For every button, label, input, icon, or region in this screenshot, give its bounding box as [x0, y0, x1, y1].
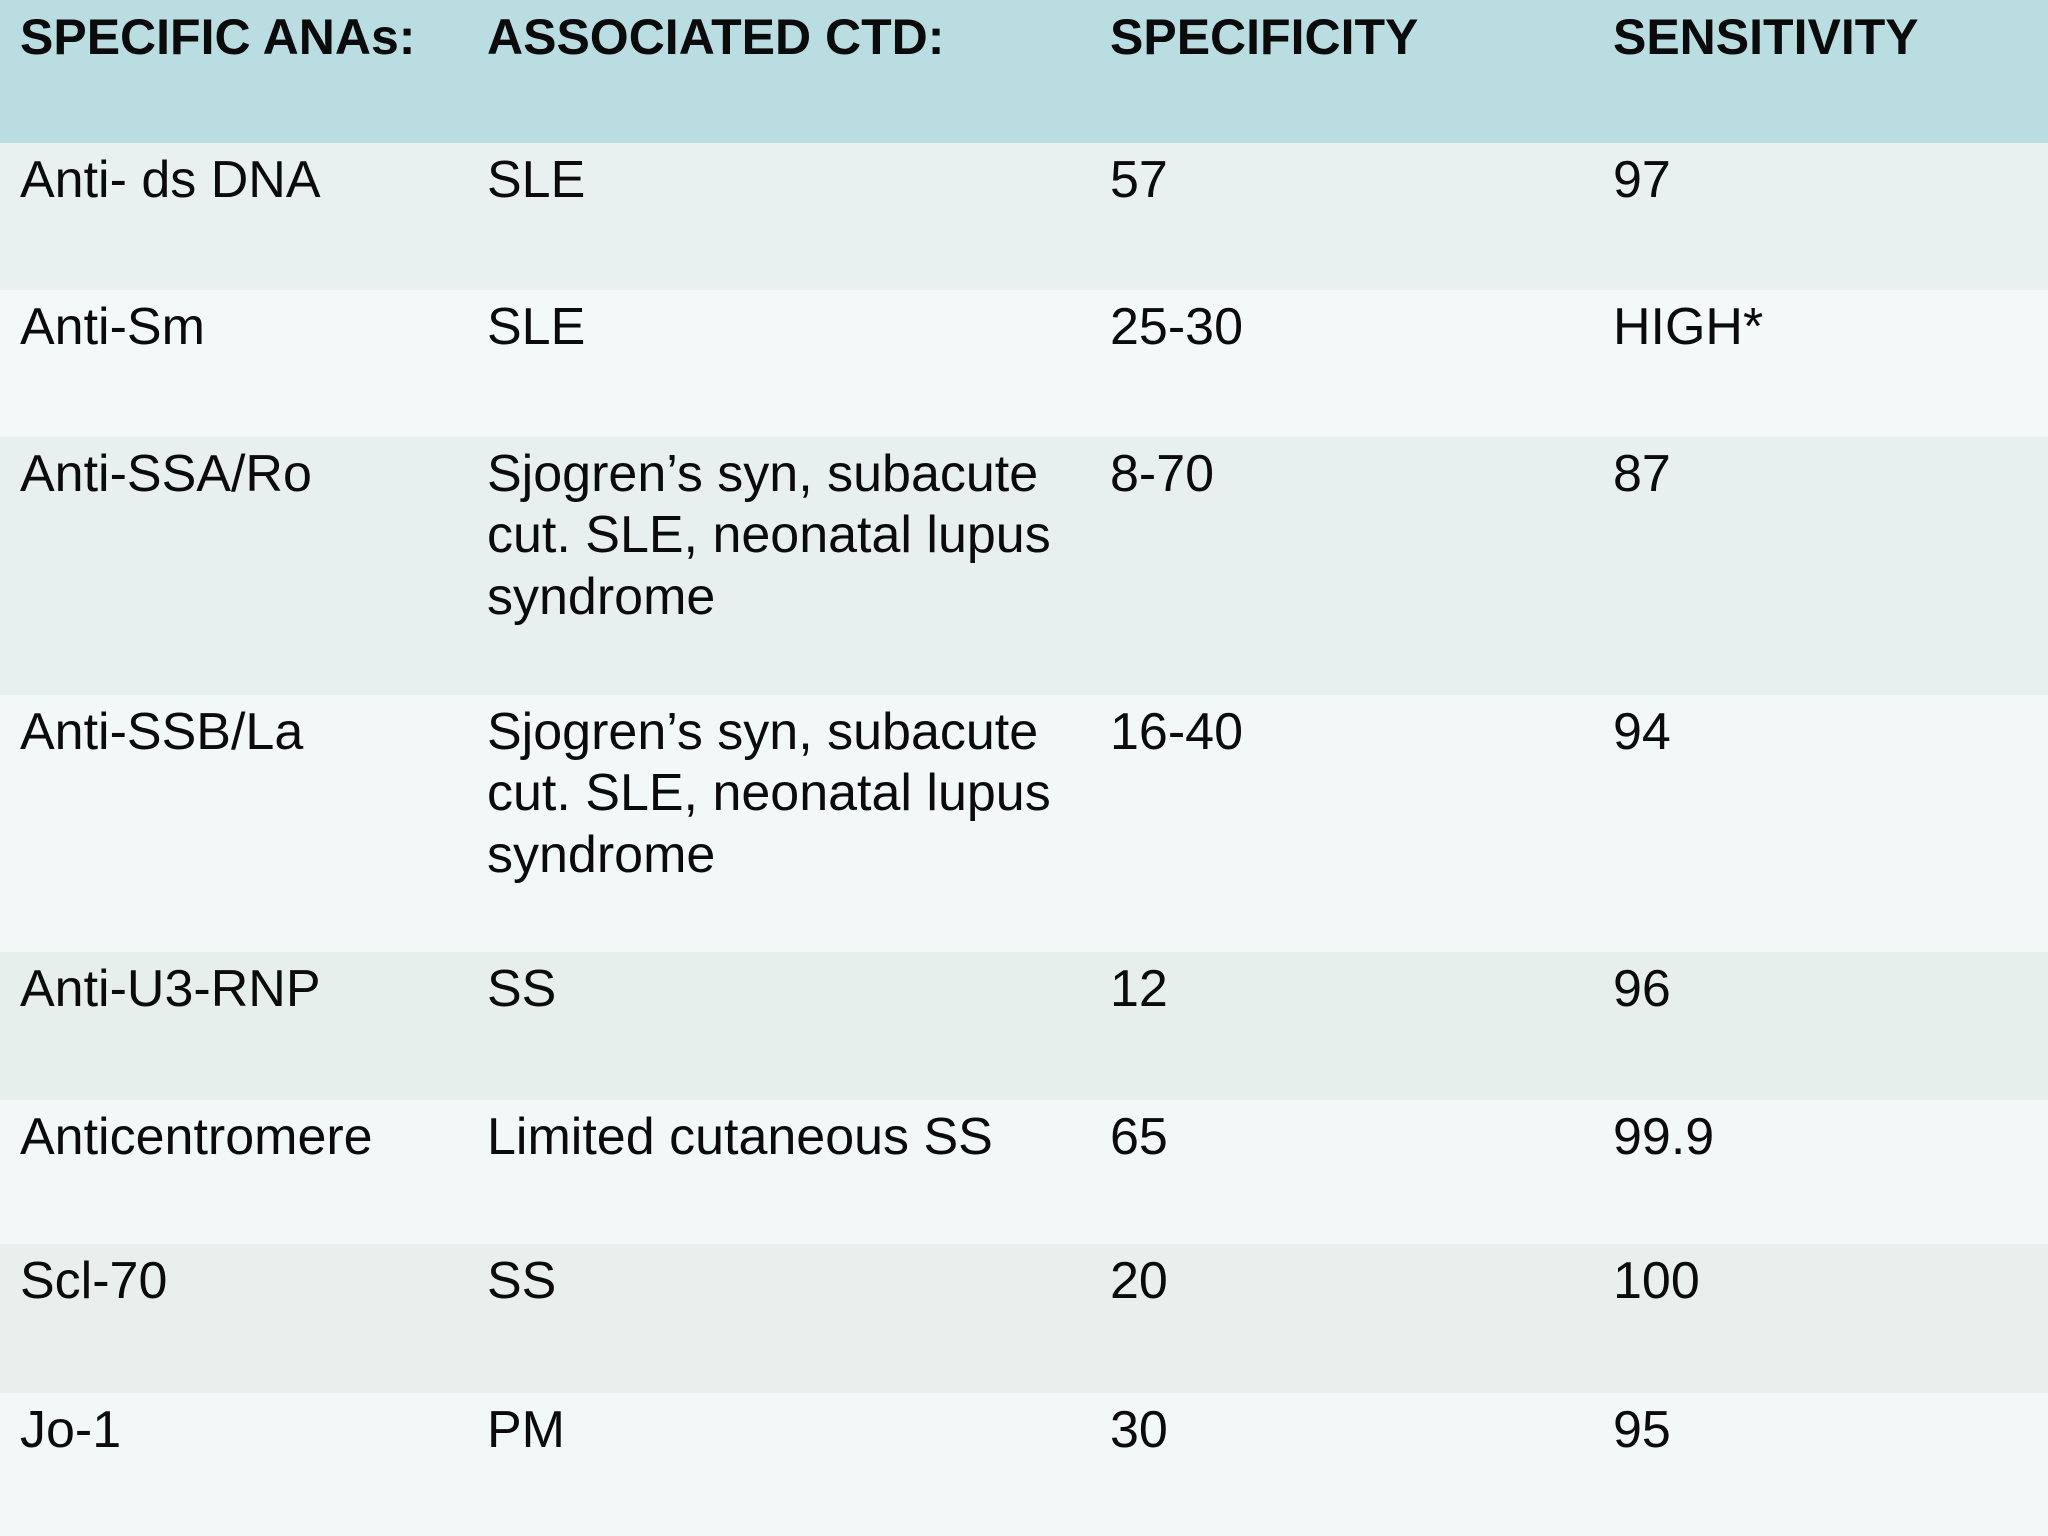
header-specific-anas: SPECIFIC ANAs:	[20, 9, 416, 65]
table-row-jo-1: Jo-1 PM 30 95	[0, 1393, 2048, 1536]
cell-ctd: SS	[487, 1252, 557, 1310]
table-row-anti-ssb-la: Anti-SSB/La Sjogren’s syn, subacute cut.…	[0, 695, 2048, 952]
cell-ctd: Limited cutaneous SS	[487, 1108, 993, 1166]
cell-ctd: SLE	[487, 298, 586, 356]
cell-ctd: PM	[487, 1401, 565, 1459]
cell-specificity: 30	[1110, 1401, 1168, 1459]
cell-sensitivity: 94	[1612, 703, 1671, 761]
cell-ctd: SS	[487, 960, 557, 1018]
header-associated-ctd: ASSOCIATED CTD:	[487, 9, 945, 65]
cell-sensitivity: HIGH*	[1612, 298, 1764, 356]
cell-specificity: 65	[1110, 1108, 1168, 1166]
cell-sensitivity: 97	[1612, 151, 1671, 209]
cell-specificity: 25-30	[1110, 298, 1243, 356]
table-row-anti-sm: Anti-Sm SLE 25-30 HIGH*	[0, 290, 2048, 437]
cell-ana: Anti-SSB/La	[20, 703, 304, 761]
cell-ana: Anticentromere	[20, 1108, 373, 1166]
cell-ana: Scl-70	[20, 1252, 168, 1310]
cell-specificity: 8-70	[1110, 445, 1215, 503]
table-row-scl-70: Scl-70 SS 20 100	[0, 1244, 2048, 1393]
cell-ana: Anti-U3-RNP	[20, 960, 321, 1018]
cell-sensitivity: 96	[1612, 960, 1671, 1018]
cell-ctd: Sjogren’s syn, subacute cut. SLE, neonat…	[487, 703, 1051, 884]
cell-specificity: 12	[1110, 960, 1168, 1018]
cell-ctd: Sjogren’s syn, subacute cut. SLE, neonat…	[487, 445, 1051, 626]
table-header-row: SPECIFIC ANAs: ASSOCIATED CTD: SPECIFICI…	[0, 0, 2048, 143]
cell-ana: Jo-1	[20, 1401, 122, 1459]
header-specificity: SPECIFICITY	[1110, 9, 1419, 65]
cell-sensitivity: 100	[1612, 1252, 1700, 1310]
cell-specificity: 16-40	[1110, 703, 1243, 761]
table-row-anti-ds-dna: Anti- ds DNA SLE 57 97	[0, 143, 2048, 290]
cell-specificity: 20	[1110, 1252, 1168, 1310]
cell-specificity: 57	[1110, 151, 1168, 209]
table-row-anti-ssa-ro: Anti-SSA/Ro Sjogren’s syn, subacute cut.…	[0, 437, 2048, 695]
header-sensitivity: SENSITIVITY	[1612, 9, 1919, 65]
cell-ana: Anti-Sm	[20, 298, 205, 356]
cell-sensitivity: 87	[1612, 445, 1671, 503]
cell-sensitivity: 95	[1612, 1401, 1671, 1459]
table-row-anticentromere: Anticentromere Limited cutaneous SS 65 9…	[0, 1100, 2048, 1244]
cell-ana: Anti-SSA/Ro	[20, 445, 312, 503]
cell-sensitivity: 99.9	[1612, 1108, 1715, 1166]
cell-ana: Anti- ds DNA	[20, 151, 321, 209]
table-row-anti-u3-rnp: Anti-U3-RNP SS 12 96	[0, 952, 2048, 1100]
cell-ctd: SLE	[487, 151, 586, 209]
